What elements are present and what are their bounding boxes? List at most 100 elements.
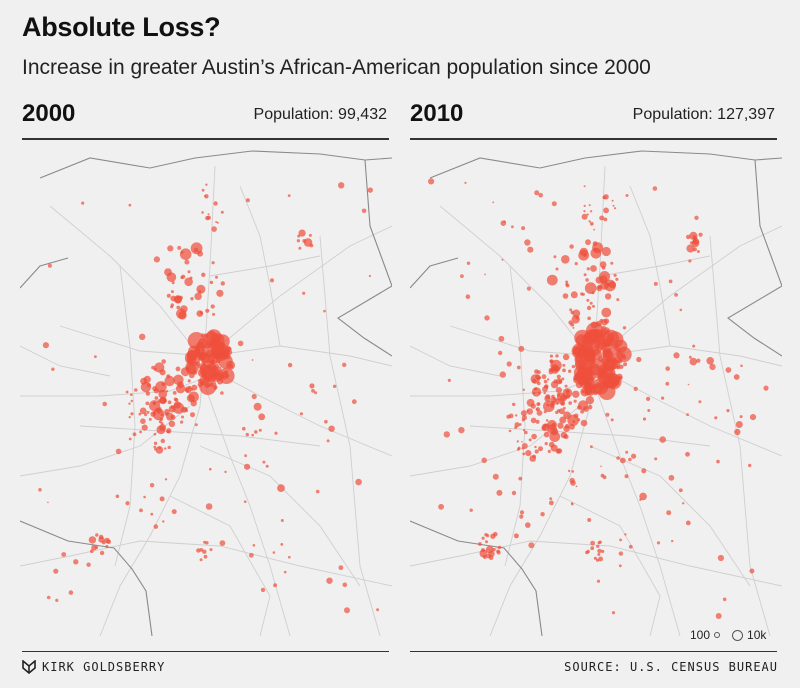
county-border <box>754 159 782 287</box>
population-dot <box>583 204 586 207</box>
population-dot <box>602 475 607 480</box>
population-dot <box>665 381 670 386</box>
population-dot <box>125 390 129 394</box>
population-dot <box>447 378 451 382</box>
population-dot <box>516 440 519 443</box>
population-dot <box>485 540 488 544</box>
population-dot <box>167 445 171 450</box>
population-dot <box>531 433 537 440</box>
population-dot <box>201 333 206 338</box>
population-dot <box>555 354 559 358</box>
panel-header-2010: 2010 Population: 127,397 <box>410 98 777 140</box>
population-dot <box>553 379 558 384</box>
map-title: Absolute Loss? <box>22 12 221 42</box>
population-dot <box>533 392 536 395</box>
population-dot <box>624 533 627 536</box>
population-dot <box>237 340 244 347</box>
population-dot <box>678 488 683 493</box>
population-dot <box>562 388 573 398</box>
population-dot <box>176 308 187 319</box>
population-dot <box>148 417 152 421</box>
population-dot <box>166 428 172 434</box>
population-dot <box>479 549 488 558</box>
population-dot <box>88 536 97 544</box>
population-dot <box>570 291 578 299</box>
population-dot <box>524 239 531 246</box>
population-dot <box>492 473 499 480</box>
population-dot <box>522 388 525 391</box>
population-dot <box>604 342 610 348</box>
population-dot <box>556 374 561 379</box>
population-dot <box>166 374 171 379</box>
panel-year: 2010 <box>410 100 464 127</box>
population-dot <box>599 261 607 268</box>
population-dot <box>671 539 674 543</box>
population-dot <box>696 358 701 363</box>
population-dot <box>577 405 582 410</box>
population-dot <box>597 284 602 290</box>
population-dot <box>213 201 218 206</box>
population-dot <box>201 188 205 192</box>
population-dot <box>636 356 642 363</box>
population-dot <box>573 399 577 403</box>
dot-map-2010 <box>410 146 782 636</box>
population-dot <box>164 375 175 387</box>
population-dot <box>145 401 150 406</box>
population-dot <box>224 470 227 474</box>
population-dot <box>580 409 584 414</box>
population-dot <box>185 366 189 370</box>
population-dot <box>565 283 569 286</box>
population-dot <box>508 429 512 433</box>
population-dot <box>152 401 157 405</box>
population-dot <box>725 367 732 373</box>
population-dot <box>521 441 523 443</box>
population-dot <box>190 412 195 418</box>
population-dot <box>589 359 606 376</box>
population-dot <box>496 550 501 555</box>
population-dot <box>197 378 202 384</box>
population-dot <box>530 417 537 424</box>
population-dot <box>739 415 743 419</box>
population-dot <box>534 449 539 454</box>
population-dot <box>688 355 692 359</box>
population-dot <box>269 278 275 283</box>
population-dot <box>558 408 565 415</box>
population-dot <box>537 370 541 374</box>
population-dot <box>616 298 620 302</box>
population-dot <box>152 408 165 421</box>
population-dot <box>205 183 208 186</box>
population-dot <box>497 545 502 550</box>
population-dot <box>526 286 531 291</box>
population-dot <box>590 321 598 329</box>
population-dot <box>588 204 591 207</box>
population-dot <box>206 383 211 388</box>
population-dot <box>153 524 159 529</box>
population-dot <box>547 419 557 430</box>
population-dot <box>184 409 188 413</box>
population-dot <box>155 407 160 413</box>
county-border <box>429 150 782 179</box>
population-dot <box>102 401 107 407</box>
population-dot <box>763 385 769 391</box>
population-dot <box>544 442 548 446</box>
population-dot <box>164 447 167 450</box>
population-dot <box>224 370 229 375</box>
county-border <box>20 257 69 289</box>
population-dot <box>176 295 180 299</box>
population-dot <box>572 390 580 398</box>
population-dot <box>159 396 167 404</box>
road-line <box>449 325 782 367</box>
road-line <box>204 385 291 636</box>
population-dot <box>661 396 665 400</box>
population-dot <box>544 395 551 402</box>
population-dot <box>532 454 536 459</box>
population-dot <box>659 436 666 443</box>
population-dot <box>517 446 521 450</box>
population-dot <box>690 241 693 245</box>
population-dot <box>216 221 219 224</box>
population-dot <box>138 412 142 416</box>
population-dot <box>580 419 588 427</box>
population-dot <box>674 293 678 297</box>
population-dot <box>168 420 176 427</box>
population-dot <box>153 445 157 449</box>
